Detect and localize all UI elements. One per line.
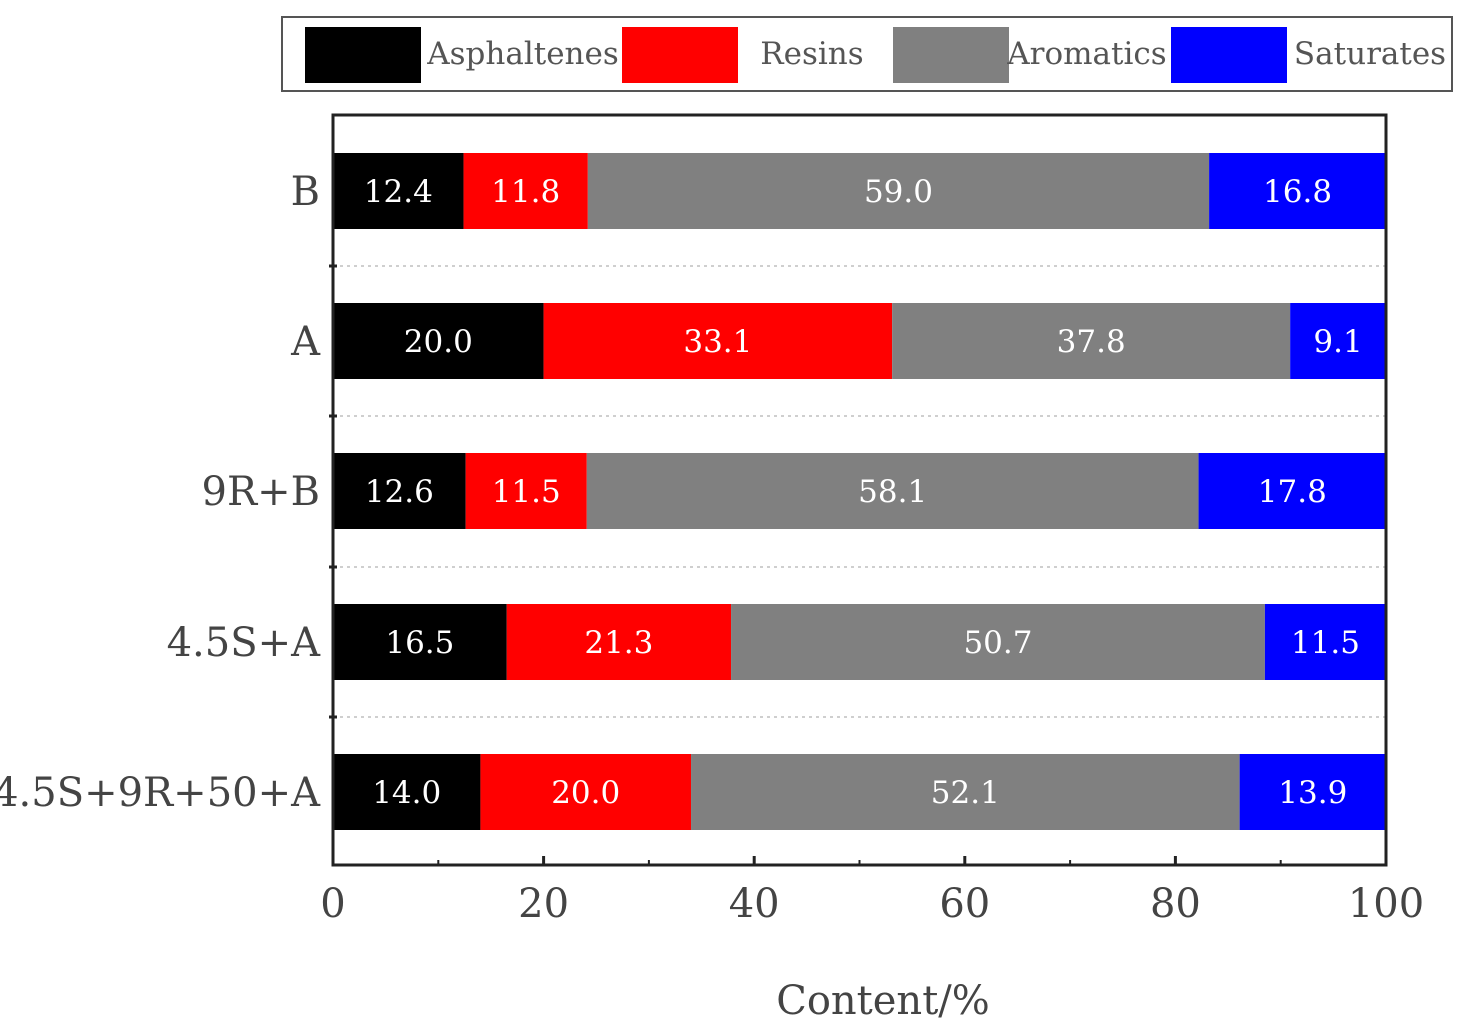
category-label: 4.5S+A — [167, 620, 322, 666]
bar-value-label: 11.8 — [491, 174, 560, 210]
x-tick-label: 40 — [729, 881, 780, 927]
bar-asphaltenes — [333, 153, 464, 229]
bar-resins — [480, 754, 692, 830]
x-axis-title: Content/% — [776, 978, 990, 1024]
legend-swatch-resins — [622, 27, 738, 83]
bar-resins — [465, 453, 587, 529]
bar-resins — [543, 303, 893, 379]
legend: Asphaltenes Resins Aromatics Saturates — [281, 16, 1453, 92]
x-tick-label: 60 — [939, 881, 990, 927]
bar-row-4-5s-9r-50-a: 14.0 20.0 52.1 13.9 — [333, 754, 1386, 830]
bar-row-4-5s-a: 16.5 21.3 50.7 11.5 — [333, 604, 1386, 680]
bar-value-label: 9.1 — [1313, 324, 1362, 360]
bar-value-label: 21.3 — [584, 625, 653, 661]
legend-swatch-aromatics — [893, 27, 1009, 83]
category-label: A — [290, 319, 321, 365]
bar-aromatics — [587, 153, 1210, 229]
legend-swatch-asphaltenes — [305, 27, 421, 83]
bar-asphaltenes — [333, 303, 544, 379]
bar-saturates — [1290, 303, 1386, 379]
bar-saturates — [1239, 754, 1386, 830]
category-label: 9R+B — [202, 469, 320, 515]
bar-saturates — [1198, 453, 1386, 529]
category-label: B — [291, 169, 320, 215]
legend-label-resins: Resins — [760, 36, 863, 72]
legend-label-aromatics: Aromatics — [1006, 36, 1166, 72]
bar-value-label: 17.8 — [1258, 474, 1327, 510]
bar-value-label: 52.1 — [931, 775, 1000, 811]
x-tick-label: 100 — [1348, 881, 1424, 927]
bar-value-label: 12.4 — [364, 174, 433, 210]
bar-resins — [463, 153, 588, 229]
bar-value-label: 37.8 — [1057, 324, 1126, 360]
bar-aromatics — [892, 303, 1291, 379]
bar-saturates — [1209, 153, 1386, 229]
bar-asphaltenes — [333, 453, 466, 529]
bar-value-label: 12.6 — [365, 474, 434, 510]
bar-value-label: 20.0 — [551, 775, 620, 811]
bar-value-label: 58.1 — [858, 474, 927, 510]
bar-value-label: 33.1 — [683, 324, 752, 360]
bar-row-b: 12.4 11.8 59.0 16.8 — [333, 153, 1386, 229]
bar-aromatics — [586, 453, 1199, 529]
legend-label-saturates: Saturates — [1294, 36, 1446, 72]
bar-value-label: 11.5 — [492, 474, 561, 510]
bar-value-label: 13.9 — [1278, 775, 1347, 811]
bar-value-label: 16.8 — [1263, 174, 1332, 210]
bar-value-label: 14.0 — [372, 775, 441, 811]
grid-lines — [333, 265, 1386, 718]
bar-saturates — [1264, 604, 1386, 680]
bar-aromatics — [731, 604, 1265, 680]
axes: 0 20 40 60 80 100 Content/% — [320, 113, 1424, 1024]
legend-label-asphaltenes: Asphaltenes — [426, 36, 619, 72]
legend-swatch-saturates — [1171, 27, 1287, 83]
bar-value-label: 50.7 — [963, 625, 1032, 661]
bar-value-label: 11.5 — [1291, 625, 1360, 661]
bar-value-label: 20.0 — [404, 324, 473, 360]
bar-value-label: 59.0 — [864, 174, 933, 210]
bar-row-a: 20.0 33.1 37.8 9.1 — [333, 303, 1386, 379]
bar-resins — [506, 604, 732, 680]
x-tick-label: 80 — [1150, 881, 1201, 927]
bar-aromatics — [691, 754, 1240, 830]
bar-value-label: 16.5 — [385, 625, 454, 661]
bar-asphaltenes — [333, 604, 507, 680]
bars: 12.4 11.8 59.0 16.8 B 20.0 33.1 37.8 9.1 A 12.6 11.… — [0, 153, 1386, 830]
bar-asphaltenes — [333, 754, 481, 830]
x-tick-label: 20 — [518, 881, 569, 927]
bar-row-9r-b: 12.6 11.5 58.1 17.8 — [333, 453, 1386, 529]
x-tick-label: 0 — [320, 881, 345, 927]
category-label: 4.5S+9R+50+A — [0, 770, 321, 816]
